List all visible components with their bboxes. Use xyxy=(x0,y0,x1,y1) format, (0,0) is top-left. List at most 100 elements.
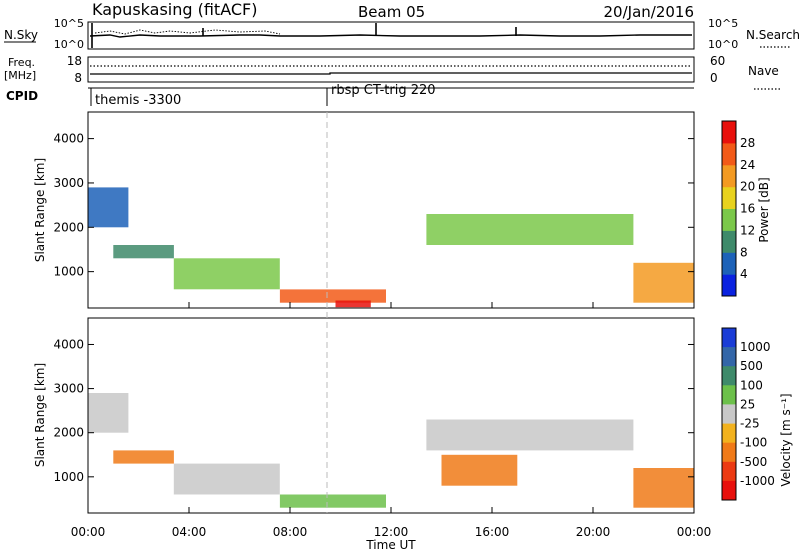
power-region-6 xyxy=(633,262,694,303)
colorbar-swatch xyxy=(722,347,736,367)
colorbar-tick-label: 28 xyxy=(740,136,755,150)
power-region-3 xyxy=(279,289,386,303)
freq-tick-high: 18 xyxy=(67,54,82,68)
nave-tick-low: 0 xyxy=(710,71,718,85)
colorbar-tick-label: 16 xyxy=(740,202,755,216)
colorbar-swatch xyxy=(722,121,736,144)
colorbar-tick-label: 1000 xyxy=(740,340,771,354)
cpid-entry-0: themis -3300 xyxy=(95,93,181,108)
colorbar-swatch xyxy=(722,442,736,463)
colorbar-tick-label: 24 xyxy=(740,158,755,172)
x-tick-label: 12:00 xyxy=(374,525,409,539)
nsky-tick-low: 10^0 xyxy=(54,38,84,51)
y-tick-label: 2000 xyxy=(53,426,84,440)
colorbar-tick-label: 8 xyxy=(740,245,748,259)
velocity-y-axis-label: Slant Range [km] xyxy=(33,363,47,467)
y-tick-label: 4000 xyxy=(53,132,84,146)
freq-panel-frame xyxy=(87,56,695,83)
freq-label: Freq. xyxy=(8,56,35,69)
colorbar-tick-label: -25 xyxy=(740,417,760,431)
colorbar-swatch xyxy=(722,252,736,275)
colorbar-swatch xyxy=(722,274,736,297)
colorbar-tick-label: 20 xyxy=(740,180,755,194)
power-y-axis-label: Slant Range [km] xyxy=(33,158,47,262)
colorbar-swatch xyxy=(722,230,736,253)
colorbar-swatch xyxy=(722,186,736,209)
velocity-region-6 xyxy=(633,468,694,508)
beam-label: Beam 05 xyxy=(358,3,425,21)
y-tick-label: 3000 xyxy=(53,382,84,396)
colorbar-tick-label: 4 xyxy=(740,267,748,281)
colorbar-tick-label: 500 xyxy=(740,359,763,373)
colorbar-tick-label: 100 xyxy=(740,378,763,392)
velocity-region-0 xyxy=(88,393,129,433)
colorbar-swatch xyxy=(722,461,736,482)
nsky-trace xyxy=(89,34,692,38)
colorbar-tick-label: 25 xyxy=(740,397,755,411)
colorbar-frame xyxy=(721,327,737,501)
colorbar-swatch xyxy=(722,423,736,444)
power-data-layer xyxy=(88,187,694,308)
velocity-y-ticks: 1000 2000 3000 4000 xyxy=(53,337,694,484)
colorbar-tick-label: 12 xyxy=(740,223,755,237)
nsky-label: N.Sky xyxy=(4,28,38,42)
nave-label: Nave xyxy=(748,64,779,78)
colorbar-frame xyxy=(721,120,737,297)
colorbar-swatch xyxy=(722,385,736,405)
power-region-4 xyxy=(335,300,371,308)
cpid-label: CPID xyxy=(6,89,38,103)
cpid-entry-1: rbsp CT-trig 220 xyxy=(331,83,436,98)
x-tick-label: 08:00 xyxy=(273,525,308,539)
velocity-region-1 xyxy=(113,450,174,464)
colorbar-swatch xyxy=(722,164,736,188)
x-tick-label: 20:00 xyxy=(576,525,611,539)
x-tick-label: 00:00 xyxy=(677,525,712,539)
power-y-ticks: 1000 2000 3000 4000 xyxy=(53,132,694,279)
power-colorbar-label: Power [dB] xyxy=(757,177,771,242)
colorbar-tick-label: -100 xyxy=(740,436,767,450)
freq-unit: [MHz] xyxy=(4,69,36,82)
colorbar-swatch xyxy=(722,366,736,386)
colorbar-swatch xyxy=(722,480,736,501)
velocity-region-2 xyxy=(173,463,280,495)
colorbar-swatch xyxy=(722,142,736,166)
x-tick-label: 00:00 xyxy=(71,525,106,539)
y-tick-label: 2000 xyxy=(53,220,84,234)
power-colorbar: 4 8 12 16 20 24 28 xyxy=(721,120,755,297)
power-region-2 xyxy=(173,258,280,290)
freq-tick-low: 8 xyxy=(74,71,82,85)
velocity-region-5 xyxy=(441,454,518,486)
colorbar-tick-label: -500 xyxy=(740,455,767,469)
velocity-data-layer xyxy=(88,393,694,508)
freq-trace xyxy=(90,72,692,75)
velocity-colorbar-label: Velocity [m s⁻¹] xyxy=(779,393,793,486)
nsearch-tick-high: 10^5 xyxy=(708,17,738,30)
colorbar-swatch xyxy=(722,328,736,348)
colorbar-swatch xyxy=(722,404,736,424)
velocity-region-4 xyxy=(426,419,634,451)
y-tick-label: 3000 xyxy=(53,176,84,190)
nsearch-tick-low: 10^0 xyxy=(708,38,738,51)
velocity-colorbar: 1000 500 100 25 -25 -100 -500 -1000 xyxy=(721,327,775,501)
x-axis-ticks: 00:00 04:00 08:00 12:00 16:00 20:00 00:00 xyxy=(71,302,712,539)
nave-tick-high: 60 xyxy=(710,54,725,68)
y-tick-label: 4000 xyxy=(53,337,84,351)
nsky-tick-high: 10^5 xyxy=(54,17,84,30)
y-tick-label: 1000 xyxy=(53,470,84,484)
nsky-panel-frame xyxy=(87,21,695,50)
x-axis-label: Time UT xyxy=(365,538,416,552)
station-title: Kapuskasing (fitACF) xyxy=(92,0,257,19)
colorbar-swatch xyxy=(722,208,736,231)
x-tick-label: 16:00 xyxy=(475,525,510,539)
power-region-0 xyxy=(88,187,129,228)
colorbar-tick-label: -1000 xyxy=(740,474,775,488)
date-label: 20/Jan/2016 xyxy=(604,3,695,21)
x-tick-label: 04:00 xyxy=(172,525,207,539)
y-tick-label: 1000 xyxy=(53,265,84,279)
nsearch-label: N.Search xyxy=(746,28,800,42)
power-region-5 xyxy=(426,214,634,245)
velocity-region-3 xyxy=(279,494,386,508)
nsearch-trace xyxy=(94,29,281,35)
power-region-1 xyxy=(113,245,174,259)
